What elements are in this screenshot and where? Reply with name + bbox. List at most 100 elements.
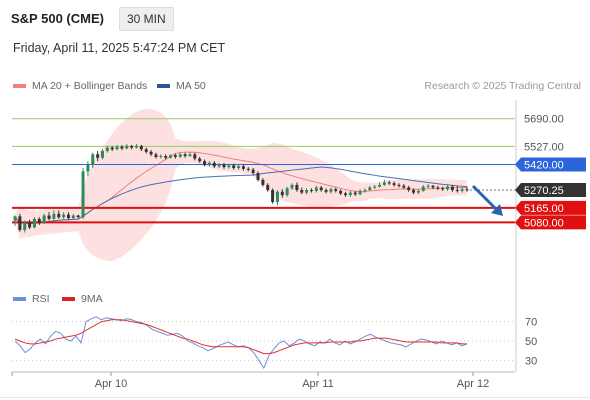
candle-body [412, 190, 416, 193]
instrument-title: S&P 500 (CME) [11, 11, 104, 26]
candle-body [18, 216, 22, 230]
candle-body [275, 191, 279, 202]
legend-rsi-ma: 9MA [62, 293, 103, 305]
ma20-swatch [13, 84, 26, 88]
candle-body [329, 189, 333, 192]
candle-body [149, 151, 153, 155]
candle-body [436, 187, 440, 189]
candle-body [217, 164, 221, 167]
candle-body [105, 147, 109, 151]
candle-body [373, 186, 377, 188]
ma50-line [14, 166, 468, 225]
legend-rsi-label: RSI [32, 293, 50, 305]
rsi-tick-50: 50 [525, 336, 537, 348]
candle-body [100, 150, 104, 158]
candle-body [446, 186, 450, 190]
last-price-tag [515, 183, 586, 198]
candle-body [62, 214, 66, 218]
candle-body [290, 184, 294, 189]
candle-body [251, 169, 255, 174]
candle-body [387, 182, 391, 184]
candle-body [426, 185, 430, 187]
candle-body [120, 146, 124, 149]
candle-body [115, 146, 119, 150]
candle-body [334, 189, 338, 191]
candle-body [169, 155, 173, 158]
x-tick-label: Apr 10 [95, 378, 127, 390]
legend-ma50: MA 50 [157, 80, 206, 92]
candle-body [465, 189, 469, 191]
candle-body [256, 173, 260, 180]
candle-body [52, 213, 56, 219]
candle-body [368, 187, 372, 191]
candle-body [378, 184, 382, 187]
candle-body [91, 154, 95, 165]
candle-body [402, 185, 406, 188]
legend-rsi: RSI [13, 293, 50, 305]
candle-body [319, 187, 323, 191]
rsi-ma-swatch [62, 297, 75, 301]
candle-body [96, 154, 100, 158]
candle-body [130, 145, 134, 148]
candle-body [198, 158, 202, 162]
candle-body [144, 149, 148, 152]
level-label-5690.00: 5690.00 [524, 114, 564, 126]
timestamp: Friday, April 11, 2025 5:47:24 PM CET [13, 41, 226, 55]
candle-body [241, 166, 245, 169]
candle-body [343, 193, 347, 196]
candle-body [285, 188, 289, 196]
candle-body [261, 179, 265, 185]
candle-body [271, 190, 275, 202]
level-label-5080.00: 5080.00 [524, 217, 564, 229]
candle-body [66, 214, 70, 219]
rsi-tick-30: 30 [525, 355, 537, 367]
candle-body [135, 145, 139, 148]
level-tag-5080.00 [515, 215, 586, 230]
chart-header: S&P 500 (CME) 30 MIN [0, 0, 590, 36]
interval-selector[interactable]: 30 MIN [119, 7, 174, 31]
candle-body [237, 166, 241, 168]
candle-body [37, 218, 41, 224]
candle-body [42, 215, 46, 224]
candle-body [222, 164, 226, 168]
ma50-swatch [157, 84, 170, 88]
x-tick-label: Apr 11 [302, 378, 334, 390]
candle-body [246, 168, 250, 170]
candle-body [314, 187, 318, 191]
candle-body [305, 190, 309, 193]
candle-body [407, 187, 411, 191]
forecast-arrow-shaft [471, 184, 500, 213]
legend-ma20-bollinger: MA 20 + Bollinger Bands [13, 80, 147, 92]
level-tag-5420.00 [515, 157, 586, 172]
candle-body [188, 154, 192, 157]
candle-body [309, 190, 313, 192]
forecast-arrow-head [491, 204, 503, 216]
candle-body [324, 190, 328, 192]
candle-body [212, 162, 216, 167]
candle-body [47, 215, 51, 219]
candle-body [353, 192, 357, 195]
level-label-5420.00: 5420.00 [524, 160, 564, 172]
candle-body [382, 182, 386, 185]
candle-body [76, 215, 80, 218]
rsi-line [14, 316, 468, 370]
candle-body [455, 190, 459, 192]
rsi-swatch [13, 297, 26, 301]
candle-body [266, 184, 270, 191]
candle-body [460, 189, 464, 191]
candle-body [441, 188, 445, 190]
level-tag-5165.00 [515, 200, 586, 215]
x-tick-label: Apr 12 [457, 378, 489, 390]
candle-body [232, 165, 236, 168]
legend-ma20-label: MA 20 + Bollinger Bands [32, 80, 148, 92]
candle-body [125, 145, 129, 149]
legend-ma50-label: MA 50 [176, 80, 206, 92]
candle-body [183, 154, 187, 157]
candle-body [421, 186, 425, 191]
candle-body [173, 155, 177, 157]
candle-body [450, 186, 454, 191]
candle-body [110, 147, 114, 150]
candle-body [32, 218, 36, 228]
candle-body [392, 183, 396, 185]
